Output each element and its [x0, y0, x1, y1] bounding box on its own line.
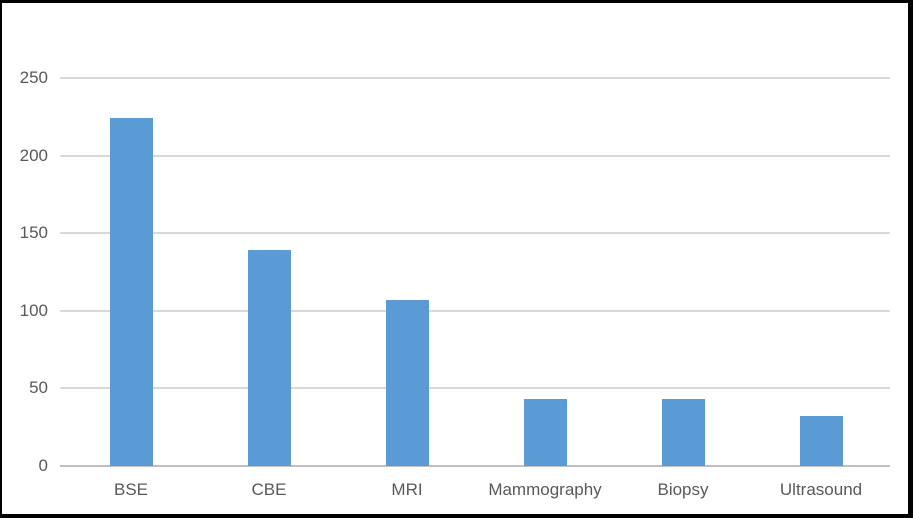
y-tick-label-0: 0: [38, 456, 48, 475]
bar-cbe: [247, 250, 291, 466]
y-tick-label-150: 150: [19, 223, 48, 243]
gridline-250: [60, 77, 890, 79]
gridline-100: [60, 309, 890, 312]
y-tick-label-250: 250: [19, 68, 48, 87]
bar-biopsy: [661, 399, 705, 466]
gridline-50: [60, 387, 890, 390]
gridline-200: [60, 154, 890, 157]
y-tick-label-50: 50: [29, 378, 48, 398]
x-axis-line: [60, 465, 890, 467]
plot-area: 0 50 100 150 200 250 BSE CBE MRI Mammography Biops…: [2, 3, 908, 514]
y-tick-label-200: 200: [19, 145, 48, 165]
x-category-label-cbe: CBE: [251, 480, 287, 499]
bar-mammography: [523, 399, 567, 466]
x-category-label-ultrasound: Ultrasound: [779, 480, 863, 499]
y-tick-label-100: 100: [19, 300, 48, 320]
x-category-label-mammography: Mammography: [488, 480, 602, 499]
bar-bse: [109, 118, 153, 466]
bar-ultrasound: [799, 416, 843, 466]
x-category-label-bse: BSE: [113, 480, 149, 499]
bar-mri: [385, 299, 429, 466]
x-category-label-biopsy: Biopsy: [657, 480, 709, 499]
gridline-150: [60, 232, 890, 235]
x-category-label-mri: MRI: [391, 480, 423, 499]
